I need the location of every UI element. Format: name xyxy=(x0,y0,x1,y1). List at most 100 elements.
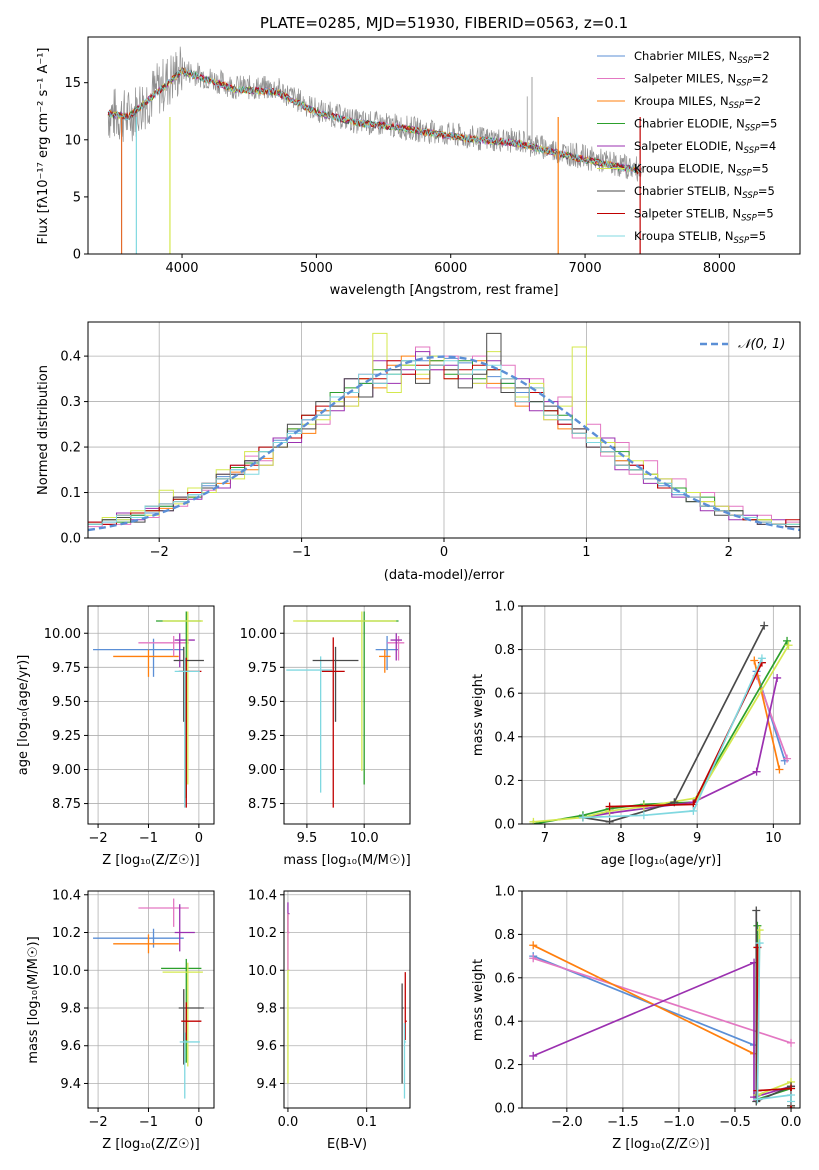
mass-weight-marker xyxy=(753,1095,762,1104)
mass-weight-marker xyxy=(775,765,784,774)
age-vs-mass-panel: 9.5 10.0 8.75 9.00 9.25 9.50 9.75 10.00 mass [l… xyxy=(240,605,411,868)
mass-weight-marker xyxy=(529,941,538,950)
model-spectrum-line xyxy=(108,67,642,175)
age-vs-z-panel: −2 −1 0 8.75 9.00 9.25 9.50 9.75 10.00 Z [log₁₀(… xyxy=(16,605,215,868)
weight-vs-age-ytick-label: 0.2 xyxy=(494,774,515,789)
mass-vs-ebv-plot-area xyxy=(284,891,410,1108)
mass-vs-z-x-label: Z [log₁₀(Z/Z☉)] xyxy=(102,1137,199,1152)
age-vs-mass-ticks: 9.5 10.0 8.75 9.00 9.25 9.50 9.75 10.00 xyxy=(240,627,379,846)
mass-vs-ebv-xtick-label: 0.1 xyxy=(356,1115,377,1130)
age-vs-z-xtick-label: 0 xyxy=(195,831,203,846)
normal-legend-label: 𝒩(0, 1) xyxy=(738,337,785,352)
age-vs-mass-frame xyxy=(283,605,411,825)
residual-histogram-step xyxy=(88,360,800,525)
mass-vs-ebv-ytick-label: 10.2 xyxy=(248,926,277,941)
residuals-xtick-label: 1 xyxy=(582,545,590,560)
mass-vs-ebv-x-label: E(B-V) xyxy=(327,1137,367,1152)
residuals-ytick-label: 0.3 xyxy=(60,395,81,410)
spectrum-xtick-label: 6000 xyxy=(434,261,467,276)
mass-weight-marker xyxy=(689,806,698,815)
age-vs-mass-x-label: mass [log₁₀(M/M☉)] xyxy=(283,853,410,868)
weight-vs-z-xtick-label: −1.5 xyxy=(607,1115,639,1130)
spectrum-xtick-label: 7000 xyxy=(569,261,602,276)
mass-vs-ebv-ytick-label: 9.6 xyxy=(256,1039,277,1054)
weight-vs-age-ytick-label: 0.8 xyxy=(494,643,515,658)
spectrum-ytick-label: 0 xyxy=(73,248,81,263)
residuals-panel: −2 −1 0 1 2 0.0 0.1 0.2 0.3 0.4 (data-model)/erro… xyxy=(36,321,801,583)
mass-weight-marker xyxy=(784,641,793,650)
age-vs-mass-ytick-label: 9.25 xyxy=(248,729,277,744)
weight-vs-age-panel: 7 8 9 10 0.0 0.2 0.4 0.6 0.8 1.0 age [log₁₀(age/y… xyxy=(471,600,801,868)
age-vs-z-plot-area xyxy=(88,606,214,824)
age-vs-z-ytick-label: 9.25 xyxy=(52,729,81,744)
spectrum-marks xyxy=(107,46,642,254)
weight-vs-z-ticks: −2.0 −1.5 −1.0 −0.5 0.0 0.0 0.2 0.4 0.6 0.8 1.0 xyxy=(494,885,801,1131)
legend-label: Chabrier MILES, NSSP=2 xyxy=(634,49,770,66)
mass-weight-line xyxy=(582,625,765,823)
spectrum-ytick-label: 10 xyxy=(64,133,81,148)
model-spectrum-line xyxy=(108,67,642,173)
residuals-frame xyxy=(87,321,801,539)
weight-vs-age-frame xyxy=(521,605,801,825)
mass-weight-line xyxy=(532,944,755,1055)
residuals-marks xyxy=(88,332,800,532)
age-vs-z-ytick-label: 10.00 xyxy=(44,627,81,642)
legend-label: Salpeter ELODIE, NSSP=4 xyxy=(634,139,776,156)
mass-vs-z-xtick-label: 0 xyxy=(195,1115,203,1130)
residuals-ytick-label: 0.4 xyxy=(60,350,81,365)
residuals-x-label: (data-model)/error xyxy=(384,568,505,583)
age-vs-z-x-label: Z [log₁₀(Z/Z☉)] xyxy=(102,853,199,868)
legend-label: Chabrier STELIB, NSSP=5 xyxy=(634,184,775,201)
mass-vs-ebv-ytick-label: 10.0 xyxy=(248,964,277,979)
spectrum-plot-area xyxy=(107,46,642,254)
weight-vs-age-ytick-label: 1.0 xyxy=(494,600,515,615)
weight-vs-z-y-label: mass weight xyxy=(471,959,486,1041)
age-vs-mass-ytick-label: 9.00 xyxy=(248,763,277,778)
spectrum-frame xyxy=(87,36,801,255)
mass-vs-z-frame xyxy=(87,890,215,1109)
mass-weight-marker xyxy=(529,954,538,963)
mass-weight-marker xyxy=(605,802,614,811)
mass-vs-z-xtick-label: −2 xyxy=(88,1115,107,1130)
mass-vs-ebv-ytick-label: 10.4 xyxy=(248,888,277,903)
mass-weight-marker xyxy=(578,813,587,822)
mass-weight-marker xyxy=(787,1097,796,1106)
spectrum-xtick-label: 8000 xyxy=(703,261,736,276)
mass-weight-marker xyxy=(752,767,761,776)
weight-vs-age-xtick-label: 8 xyxy=(617,831,625,846)
mass-weight-line xyxy=(532,961,792,1099)
mass-weight-marker xyxy=(529,817,538,824)
age-vs-mass-xtick-label: 10.0 xyxy=(350,831,379,846)
mass-weight-marker xyxy=(757,654,766,663)
spectrum-title: PLATE=0285, MJD=51930, FIBERID=0563, z=0… xyxy=(260,14,628,32)
mass-weight-marker xyxy=(787,1038,796,1047)
age-vs-mass-xtick-label: 9.5 xyxy=(297,831,318,846)
mass-vs-z-ytick-label: 9.6 xyxy=(60,1039,81,1054)
mass-vs-z-y-label: mass [log₁₀(M/M☉)] xyxy=(26,936,41,1063)
weight-vs-age-xtick-label: 9 xyxy=(693,831,701,846)
mass-weight-marker xyxy=(773,673,782,682)
residuals-xtick-label: −2 xyxy=(150,545,169,560)
mass-vs-z-panel: −2 −1 0 9.4 9.6 9.8 10.0 10.2 10.4 Z [log₁₀(Z/Z☉… xyxy=(26,888,215,1152)
weight-vs-z-ytick-label: 0.2 xyxy=(494,1058,515,1073)
age-vs-z-y-label: age [log₁₀(age/yr)] xyxy=(16,655,31,776)
weight-vs-z-ytick-label: 0.0 xyxy=(494,1102,515,1117)
residuals-xtick-label: 0 xyxy=(440,545,448,560)
weight-vs-z-ytick-label: 0.4 xyxy=(494,1015,515,1030)
residuals-y-label: Normed distribution xyxy=(36,365,51,495)
age-vs-mass-ytick-label: 9.50 xyxy=(248,695,277,710)
age-vs-z-ytick-label: 9.00 xyxy=(52,763,81,778)
mass-vs-ebv-panel: 0.0 0.1 9.4 9.6 9.8 10.0 10.2 10.4 E(B-V) xyxy=(248,888,411,1152)
weight-vs-z-xtick-label: 0.0 xyxy=(781,1115,802,1130)
spectrum-panel: PLATE=0285, MJD=51930, FIBERID=0563, z=0… xyxy=(36,14,801,298)
age-vs-z-ytick-label: 9.50 xyxy=(52,695,81,710)
spectrum-ytick-label: 5 xyxy=(73,190,81,205)
mass-vs-z-ytick-label: 9.4 xyxy=(60,1077,81,1092)
legend-label: Kroupa STELIB, NSSP=5 xyxy=(634,229,766,246)
weight-vs-z-ytick-label: 1.0 xyxy=(494,885,515,900)
weight-vs-age-x-label: age [log₁₀(age/yr)] xyxy=(601,853,722,868)
age-vs-mass-ytick-label: 10.00 xyxy=(240,627,277,642)
age-vs-z-marks xyxy=(93,611,204,808)
age-vs-mass-ytick-label: 9.75 xyxy=(248,661,277,676)
